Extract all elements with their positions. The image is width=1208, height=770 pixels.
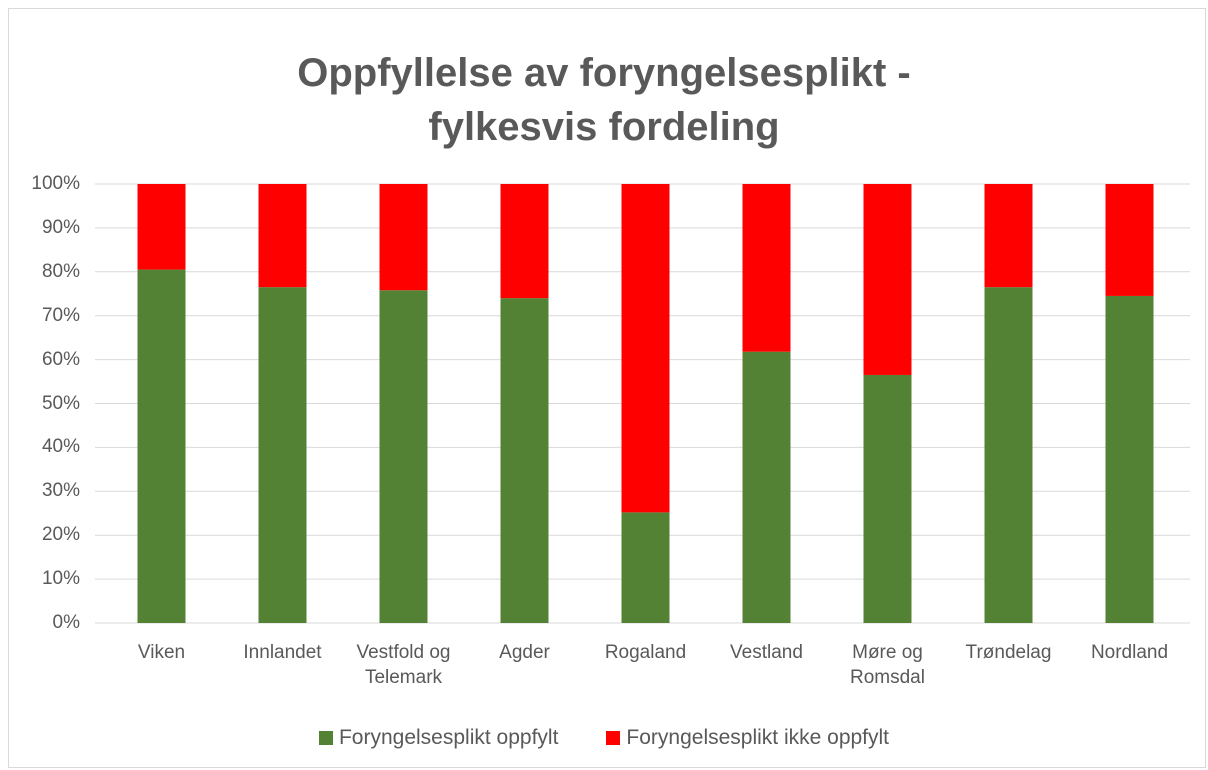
- bar-segment: [984, 287, 1033, 623]
- y-tick-label: 10%: [41, 568, 80, 590]
- bar-segment: [1105, 184, 1154, 296]
- bar-segment: [984, 184, 1033, 288]
- y-tick-label: 60%: [41, 348, 80, 370]
- chart-frame: [8, 8, 1206, 768]
- bar-segment: [379, 184, 428, 291]
- y-tick-label: 70%: [41, 304, 80, 326]
- y-tick-label: 80%: [41, 260, 80, 282]
- bar-segment: [1105, 295, 1154, 623]
- x-tick-label: Agder: [499, 642, 550, 663]
- bar-segment: [742, 184, 791, 352]
- bar-segment: [379, 290, 428, 623]
- legend-swatch: [318, 731, 333, 745]
- y-tick-label: 0%: [52, 612, 80, 633]
- y-tick-label: 40%: [41, 436, 80, 458]
- bar-segment: [500, 184, 549, 299]
- x-tick-label: Nordland: [1090, 642, 1169, 663]
- legend-item: Foryngelsesplikt ikke oppfylt: [606, 726, 889, 750]
- bar-segment: [137, 184, 186, 270]
- bar-segment: [621, 184, 670, 513]
- x-tick-label: Viken: [137, 642, 186, 663]
- bar-segment: [863, 374, 912, 623]
- bar-segment: [621, 512, 670, 623]
- bar-segment: [137, 269, 186, 623]
- chart-title: Oppfyllelse av foryngelsesplikt - fylkes…: [297, 51, 911, 149]
- y-tick-label: 90%: [41, 216, 80, 238]
- x-tick-label: Innlandet: [243, 642, 322, 663]
- legend-label: Foryngelsesplikt oppfylt: [338, 726, 559, 749]
- bar-segment: [863, 184, 912, 375]
- bar-segment: [258, 184, 307, 288]
- y-tick-label: 100%: [31, 173, 80, 194]
- legend-swatch: [606, 731, 621, 745]
- legend-item: Foryngelsesplikt oppfylt: [318, 726, 559, 750]
- x-tick-label: Trøndelag: [965, 642, 1052, 663]
- x-tick-label: Vestfold og Telemark: [356, 642, 451, 688]
- x-tick-label: Rogaland: [604, 642, 687, 663]
- bar-segment: [258, 287, 307, 623]
- x-tick-label: Møre og Romsdal: [850, 642, 925, 688]
- y-tick-label: 30%: [41, 480, 80, 502]
- y-tick-label: 50%: [41, 392, 80, 414]
- legend: Foryngelsesplikt oppfylt Foryngelsesplikt…: [0, 726, 1208, 750]
- bar-segment: [500, 298, 549, 623]
- x-tick-label: Vestland: [730, 642, 803, 663]
- bar-segment: [742, 351, 791, 623]
- y-tick-label: 20%: [41, 524, 80, 546]
- legend-label: Foryngelsesplikt ikke oppfylt: [626, 726, 890, 749]
